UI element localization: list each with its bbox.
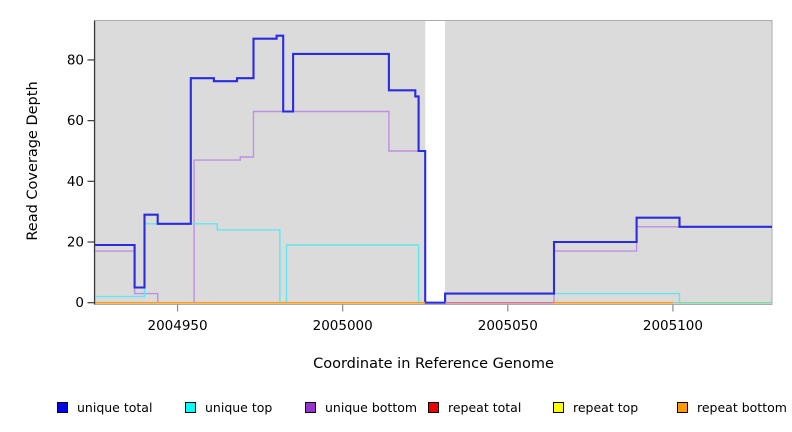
legend-swatch-icon: [677, 401, 688, 413]
legend-label: repeat top: [573, 399, 639, 415]
legend-label: unique top: [205, 399, 273, 415]
coverage-gap-band: [425, 20, 446, 305]
legend-swatch-icon: [553, 401, 564, 413]
x-tick-label: 2005000: [313, 318, 373, 334]
legend-swatch-icon: [57, 401, 68, 413]
x-axis-title: Coordinate in Reference Genome: [313, 356, 554, 372]
legend-swatch-icon: [428, 401, 439, 413]
legend: unique total unique top unique bottom repea…: [0, 398, 792, 418]
legend-swatch-icon: [185, 401, 196, 413]
legend-label: repeat total: [448, 399, 522, 415]
y-axis-title: Read Coverage Depth: [25, 81, 41, 241]
x-tick-label: 2005050: [478, 318, 538, 334]
legend-label: unique total: [77, 399, 153, 415]
legend-item-unique-top: unique top: [185, 398, 272, 416]
y-tick-label: 20: [67, 235, 84, 251]
legend-item-repeat-total: repeat total: [428, 398, 521, 416]
y-tick-label: 60: [67, 113, 84, 129]
x-tick-label: 2004950: [147, 318, 207, 334]
y-tick-label: 40: [67, 174, 84, 190]
legend-label: unique bottom: [325, 399, 418, 415]
y-tick-label: 0: [75, 295, 84, 311]
series-line-unique-total: [95, 34, 772, 304]
legend-label: repeat bottom: [697, 399, 787, 415]
legend-item-unique-bottom: unique bottom: [305, 398, 417, 416]
x-tick-label: 2005100: [643, 318, 703, 334]
legend-swatch-icon: [305, 401, 316, 413]
legend-item-repeat-bottom: repeat bottom: [677, 398, 787, 416]
legend-item-unique-total: unique total: [57, 398, 152, 416]
y-tick-label: 80: [67, 52, 84, 68]
legend-item-repeat-top: repeat top: [553, 398, 638, 416]
